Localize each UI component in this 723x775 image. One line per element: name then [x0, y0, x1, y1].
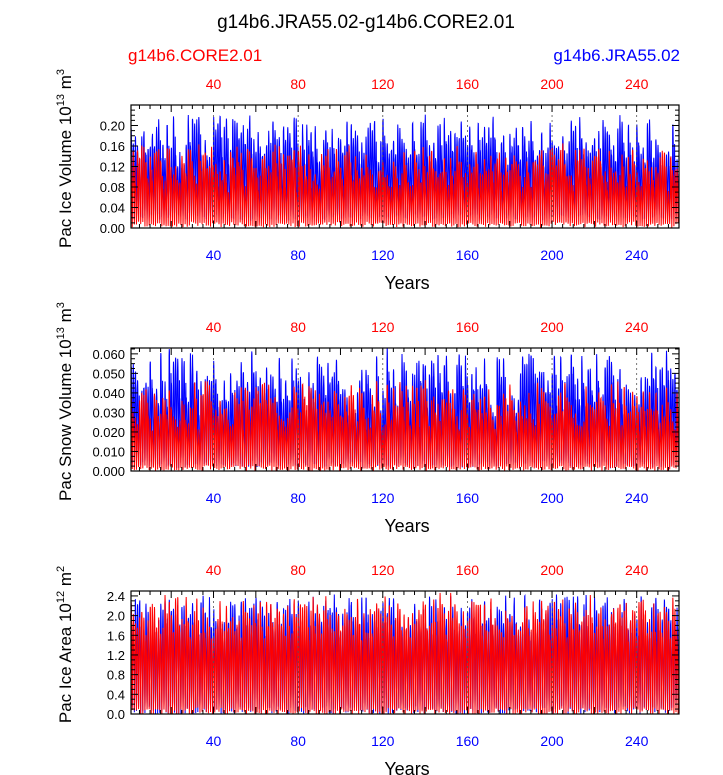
y-tick-label: 0.060 — [92, 347, 125, 362]
y-axis-label: Pac Snow Volume 1013 m3 — [55, 302, 75, 501]
y-tick-label: 0.010 — [92, 444, 125, 459]
plot-area — [131, 348, 679, 471]
chart-panel-1: 0.00 0.04 0.08 0.12 0.16 0.20 40 40 80 80 120 120 16… — [55, 69, 680, 293]
x-axis-label: Years — [384, 759, 429, 775]
series-line-core — [131, 143, 679, 228]
x-tick-label-top: 80 — [290, 76, 306, 92]
x-axis-label: Years — [384, 273, 429, 293]
y-tick-label: 0.0 — [107, 707, 125, 722]
series-line-core — [131, 592, 679, 714]
plot-area — [131, 105, 679, 228]
plot-frame — [130, 347, 680, 472]
y-tick-label: 0.16 — [100, 139, 125, 154]
x-tick-label-top: 160 — [456, 562, 480, 578]
x-tick-label-bottom: 240 — [625, 733, 649, 749]
x-tick-label-top: 40 — [206, 319, 222, 335]
y-tick-label: 1.6 — [107, 628, 125, 643]
x-tick-label-bottom: 40 — [206, 247, 222, 263]
y-tick-label: 0.04 — [100, 201, 125, 216]
x-tick-label-top: 120 — [371, 562, 395, 578]
x-tick-label-bottom: 240 — [625, 247, 649, 263]
y-tick-label: 0.12 — [100, 160, 125, 175]
figure-title: g14b6.JRA55.02-g14b6.CORE2.01 — [217, 12, 515, 33]
x-tick-label-top: 200 — [540, 76, 564, 92]
x-tick-label-bottom: 240 — [625, 490, 649, 506]
x-tick-label-top: 80 — [290, 319, 306, 335]
series-line-core — [131, 380, 679, 471]
y-tick-label: 0.040 — [92, 386, 125, 401]
legend-jra-label: g14b6.JRA55.02 — [553, 46, 680, 65]
x-axis-label: Years — [384, 516, 429, 536]
x-tick-label-top: 80 — [290, 562, 306, 578]
x-tick-label-bottom: 80 — [290, 247, 306, 263]
x-tick-label-bottom: 160 — [456, 247, 480, 263]
plot-frame — [130, 590, 680, 715]
y-axis-label: Pac Ice Area 1012 m2 — [55, 566, 75, 723]
x-tick-label-top: 200 — [540, 562, 564, 578]
x-tick-label-top: 160 — [456, 76, 480, 92]
x-tick-label-top: 240 — [625, 76, 649, 92]
y-tick-label: 0.20 — [100, 119, 125, 134]
x-tick-label-top: 200 — [540, 319, 564, 335]
chart-panel-2: 0.000 0.010 0.020 0.030 0.040 0.050 0.060 40 40 8… — [55, 302, 680, 536]
y-tick-label: 0.030 — [92, 405, 125, 420]
legend-core-label: g14b6.CORE2.01 — [128, 46, 262, 65]
chart-panel-3: 0.0 0.4 0.8 1.2 1.6 2.0 2.4 40 40 80 80 120 120 160 16… — [55, 562, 680, 775]
y-tick-label: 0.4 — [107, 687, 125, 702]
x-tick-label-bottom: 200 — [540, 247, 564, 263]
x-tick-label-bottom: 120 — [371, 490, 395, 506]
y-tick-label: 0.08 — [100, 180, 125, 195]
x-tick-label-bottom: 80 — [290, 733, 306, 749]
y-tick-label: 0.050 — [92, 366, 125, 381]
x-tick-label-bottom: 160 — [456, 733, 480, 749]
x-tick-label-bottom: 40 — [206, 733, 222, 749]
plot-area — [131, 591, 679, 714]
y-tick-label: 0.020 — [92, 425, 125, 440]
y-axis-label: Pac Ice Volume 1013 m3 — [55, 69, 75, 248]
y-tick-label: 0.000 — [92, 464, 125, 479]
x-tick-label-bottom: 200 — [540, 490, 564, 506]
x-tick-label-top: 120 — [371, 319, 395, 335]
x-tick-label-top: 240 — [625, 319, 649, 335]
y-tick-label: 0.00 — [100, 221, 125, 236]
y-tick-label: 2.4 — [107, 589, 125, 604]
x-tick-label-top: 160 — [456, 319, 480, 335]
y-tick-label: 2.0 — [107, 609, 125, 624]
y-tick-label: 1.2 — [107, 648, 125, 663]
x-tick-label-top: 40 — [206, 76, 222, 92]
x-tick-label-top: 240 — [625, 562, 649, 578]
x-tick-label-bottom: 80 — [290, 490, 306, 506]
x-tick-label-bottom: 160 — [456, 490, 480, 506]
x-tick-label-bottom: 120 — [371, 247, 395, 263]
x-tick-label-top: 40 — [206, 562, 222, 578]
x-tick-label-bottom: 40 — [206, 490, 222, 506]
y-tick-label: 0.8 — [107, 668, 125, 683]
x-tick-label-bottom: 120 — [371, 733, 395, 749]
x-tick-label-top: 120 — [371, 76, 395, 92]
x-tick-label-bottom: 200 — [540, 733, 564, 749]
